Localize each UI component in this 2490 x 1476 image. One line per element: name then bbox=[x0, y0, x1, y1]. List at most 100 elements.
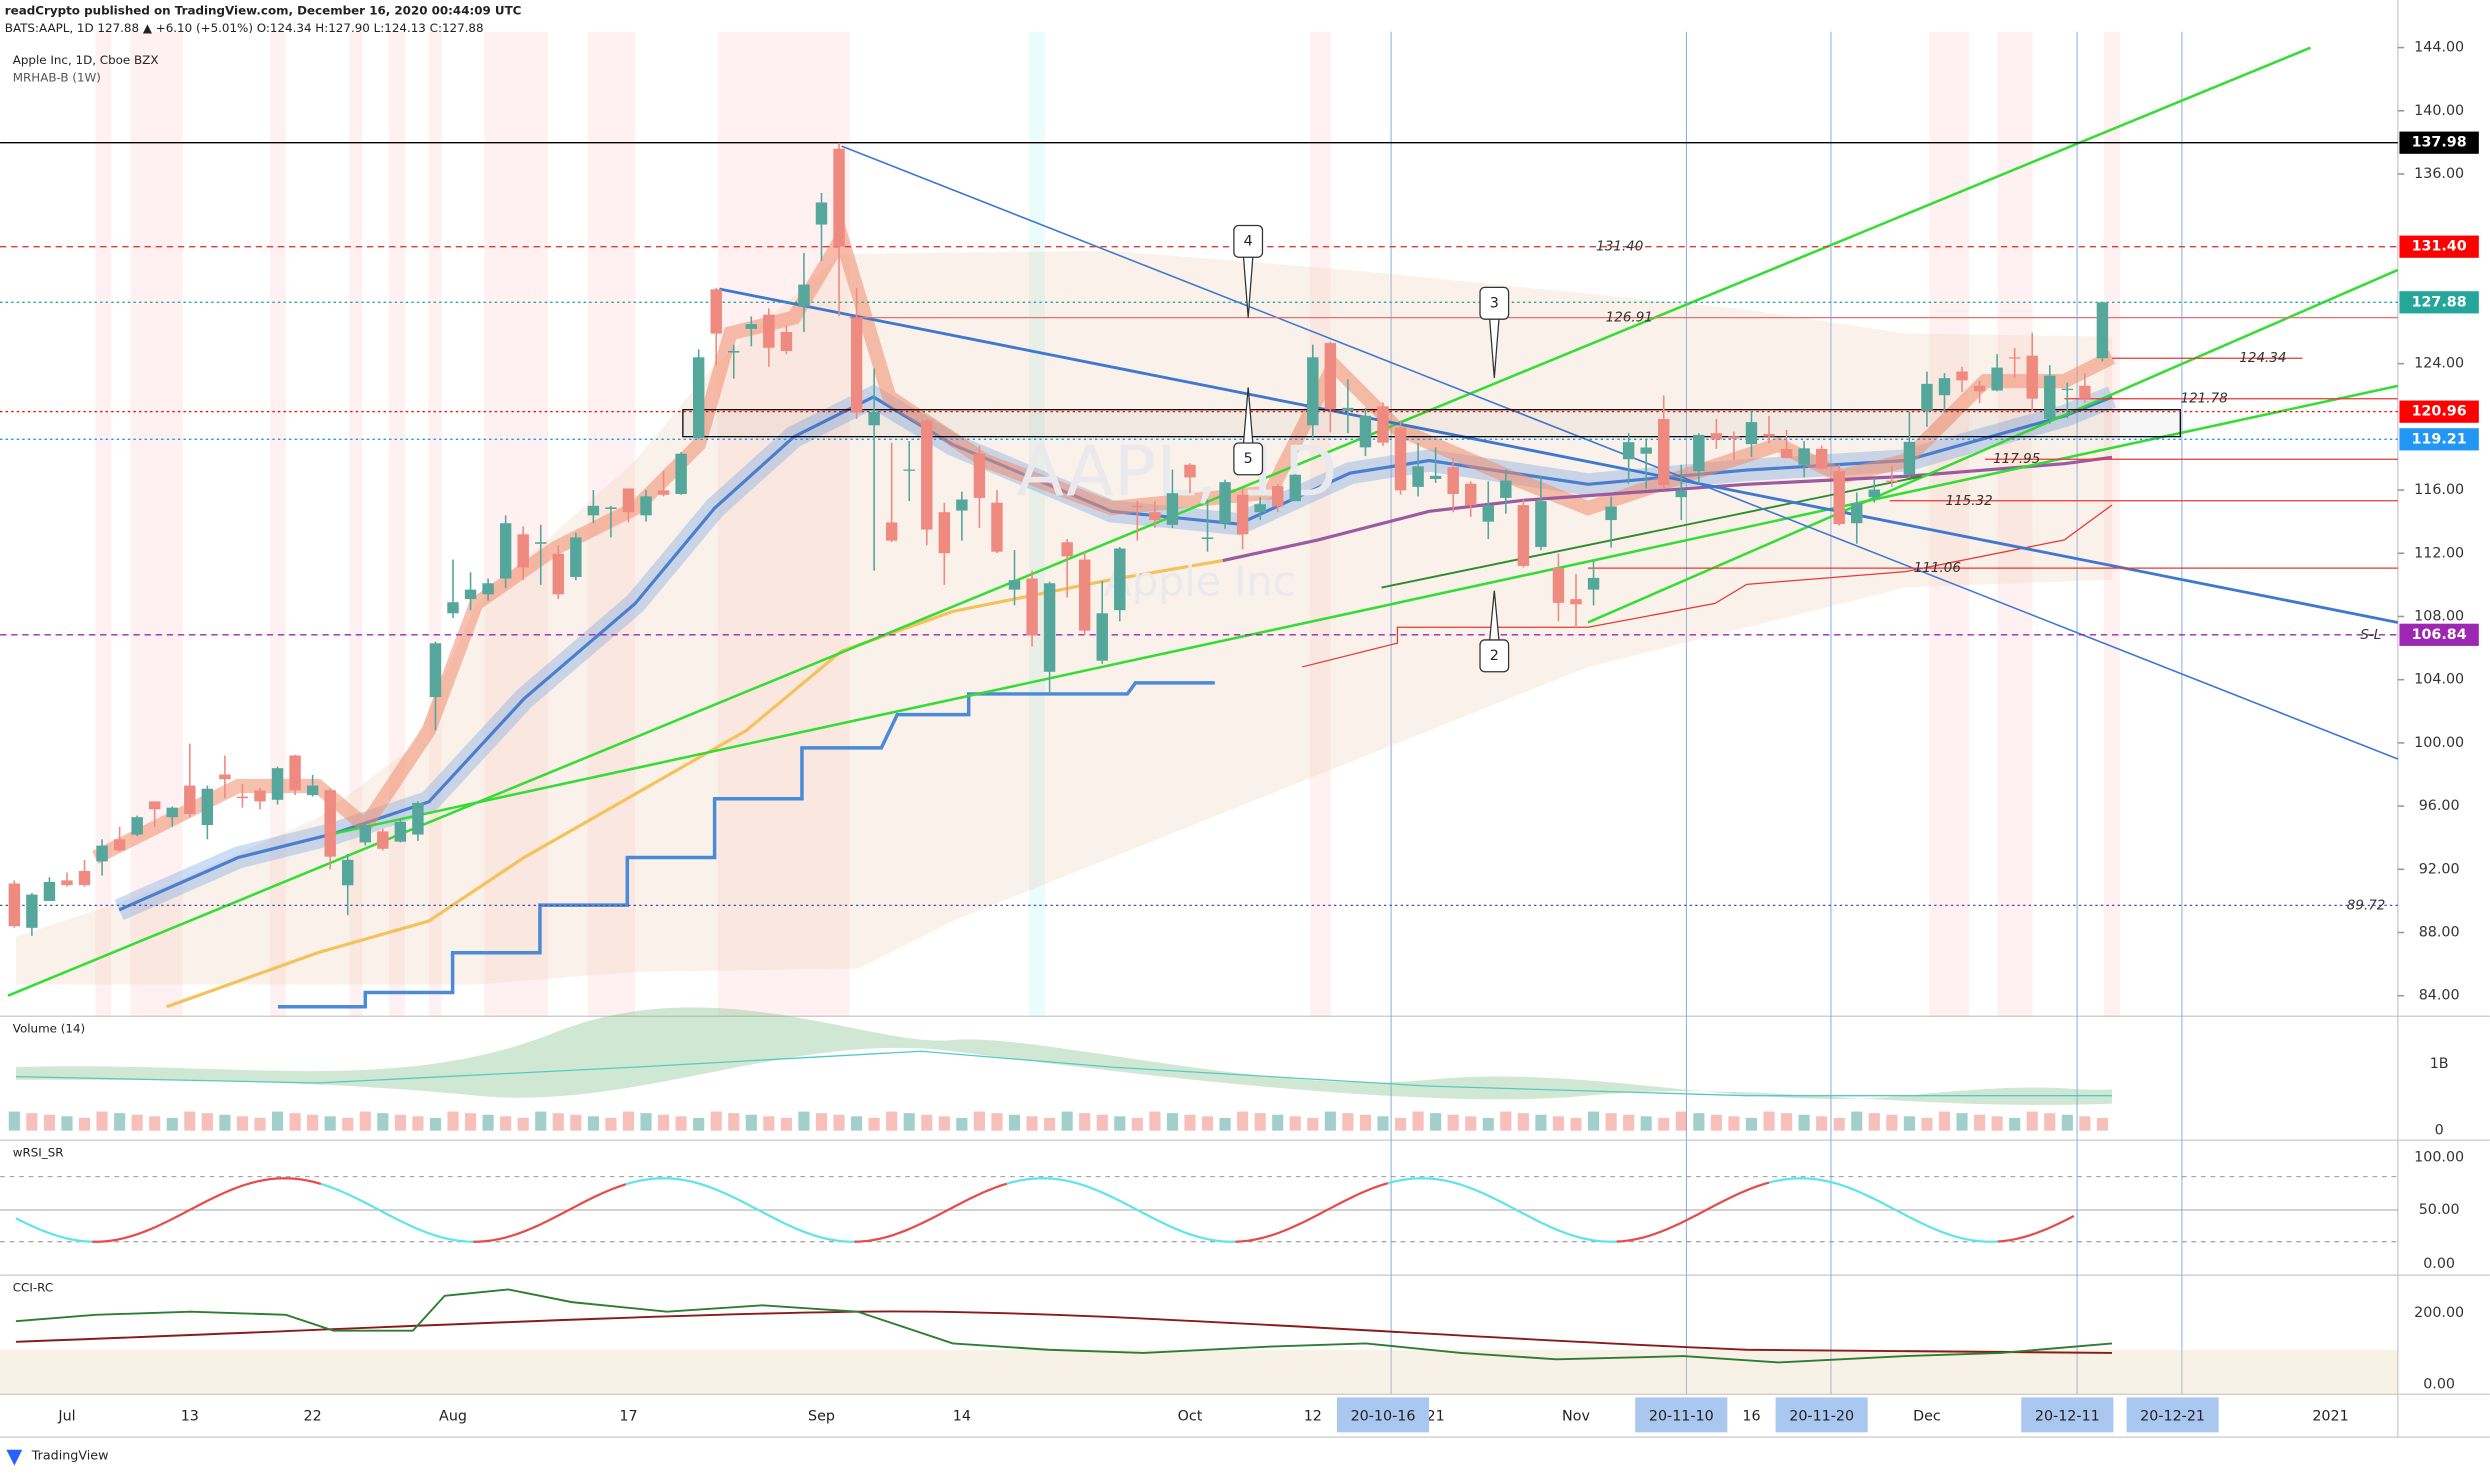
x-tick-label: 21 bbox=[1427, 1408, 1445, 1424]
candle-body bbox=[1166, 493, 1179, 525]
candle-body bbox=[1043, 583, 1056, 672]
candle-body bbox=[850, 317, 863, 413]
x-tick-label: 14 bbox=[953, 1408, 971, 1424]
volume-bar bbox=[1096, 1114, 1108, 1131]
candle-body bbox=[1622, 442, 1635, 460]
x-tick-label: 13 bbox=[181, 1408, 199, 1424]
y-tick-label: 144.00 bbox=[2414, 40, 2464, 56]
y-tick-label: 140.00 bbox=[2414, 103, 2464, 119]
callout-label: 5 bbox=[1244, 451, 1253, 467]
volume-bar bbox=[658, 1114, 670, 1131]
rsi-line bbox=[473, 1218, 550, 1243]
candle-body bbox=[622, 488, 635, 513]
candle-body bbox=[780, 332, 793, 351]
candle-body bbox=[587, 505, 600, 516]
volume-bar bbox=[2026, 1111, 2038, 1131]
price-level-label: 121.78 bbox=[2181, 391, 2228, 407]
range-box bbox=[682, 409, 2181, 438]
pane-tick-label: 1B bbox=[2430, 1056, 2449, 1072]
volume-bar bbox=[1412, 1111, 1424, 1131]
volume-bar bbox=[1219, 1117, 1231, 1131]
candle-body bbox=[2079, 385, 2091, 399]
signal-band bbox=[1310, 31, 1331, 1017]
candle-body bbox=[1254, 504, 1266, 513]
volume-bar bbox=[1903, 1116, 1915, 1131]
price-badge-label: 127.88 bbox=[2412, 294, 2467, 310]
candle-body bbox=[1219, 482, 1231, 524]
candle-body bbox=[973, 453, 986, 498]
price-badge bbox=[2399, 131, 2479, 154]
volume-bar bbox=[1307, 1117, 1319, 1131]
candle-body bbox=[2026, 355, 2038, 399]
volume-bar bbox=[43, 1114, 55, 1131]
price-badge bbox=[2399, 291, 2479, 314]
candle-body bbox=[43, 881, 56, 901]
candle-body bbox=[921, 420, 933, 530]
x-tick-label: 20-11-10 bbox=[1649, 1408, 1714, 1424]
price-level-label: 131.40 bbox=[1596, 239, 1643, 255]
x-tick-highlight bbox=[2126, 1397, 2219, 1433]
candle-body bbox=[1587, 577, 1600, 590]
price-level-label: 111.06 bbox=[1914, 560, 1961, 576]
candle-body bbox=[1763, 433, 1775, 437]
volume-bar bbox=[1710, 1114, 1722, 1131]
volume-bar bbox=[1289, 1116, 1301, 1131]
volume-bar bbox=[1149, 1111, 1161, 1131]
candle-body bbox=[219, 774, 231, 780]
volume-bar bbox=[851, 1116, 863, 1131]
volume-bar bbox=[1517, 1113, 1529, 1131]
volume-bar bbox=[377, 1113, 389, 1131]
volume-bar bbox=[622, 1111, 635, 1131]
y-tick-label: 100.00 bbox=[2414, 735, 2464, 751]
volume-bar bbox=[219, 1114, 231, 1131]
volume-bar bbox=[61, 1116, 73, 1131]
candle-body bbox=[1851, 503, 1863, 524]
rsi-line bbox=[625, 1177, 703, 1186]
volume-bar bbox=[1166, 1113, 1178, 1131]
volume-bar bbox=[131, 1114, 143, 1131]
footer-brand: TradingView bbox=[31, 1448, 109, 1463]
volume-bar bbox=[1658, 1117, 1670, 1131]
volume-bar bbox=[991, 1113, 1003, 1131]
volume-bar bbox=[745, 1114, 757, 1131]
volume-bar bbox=[1482, 1117, 1494, 1131]
volume-bar bbox=[8, 1111, 20, 1131]
candle-body bbox=[1236, 494, 1249, 535]
volume-bar bbox=[289, 1113, 301, 1131]
x-tick-label: Oct bbox=[1178, 1408, 1203, 1424]
rsi-line bbox=[1082, 1184, 1160, 1223]
price-badge-label: 137.98 bbox=[2412, 135, 2467, 151]
price-badge bbox=[2399, 235, 2479, 258]
candle-body bbox=[482, 583, 494, 595]
signal-band bbox=[95, 31, 112, 1017]
candle-body bbox=[377, 831, 389, 849]
x-tick-highlight bbox=[1336, 1397, 1430, 1433]
volume-bar bbox=[1430, 1113, 1442, 1131]
candle-body bbox=[1271, 486, 1284, 507]
candle-body bbox=[728, 350, 740, 353]
candle-body bbox=[289, 755, 301, 791]
trend-line bbox=[333, 384, 2399, 835]
cci-line bbox=[15, 1288, 2113, 1364]
pane-tick-label: 0.00 bbox=[2423, 1377, 2455, 1393]
candle-body bbox=[1728, 436, 1740, 439]
volume-bar bbox=[517, 1117, 529, 1131]
volume-bar bbox=[1535, 1114, 1547, 1131]
price-level-label: S-L bbox=[2360, 627, 2381, 643]
candle-body bbox=[1868, 489, 1881, 498]
candle-body bbox=[868, 411, 880, 426]
candle-body bbox=[1675, 490, 1688, 498]
slow-ma bbox=[166, 558, 1224, 1009]
pane-tick-label: 0 bbox=[2435, 1123, 2444, 1139]
candle-body bbox=[885, 522, 898, 541]
candle-body bbox=[1131, 505, 1144, 508]
signal-band bbox=[428, 31, 442, 1017]
price-level-label: 126.91 bbox=[1606, 310, 1653, 326]
volume-bar bbox=[552, 1113, 564, 1131]
watermark-name: Apple Inc bbox=[1104, 557, 1296, 605]
volume-bar bbox=[815, 1113, 828, 1131]
volume-bar bbox=[587, 1116, 599, 1131]
drawings bbox=[0, 46, 2399, 1364]
